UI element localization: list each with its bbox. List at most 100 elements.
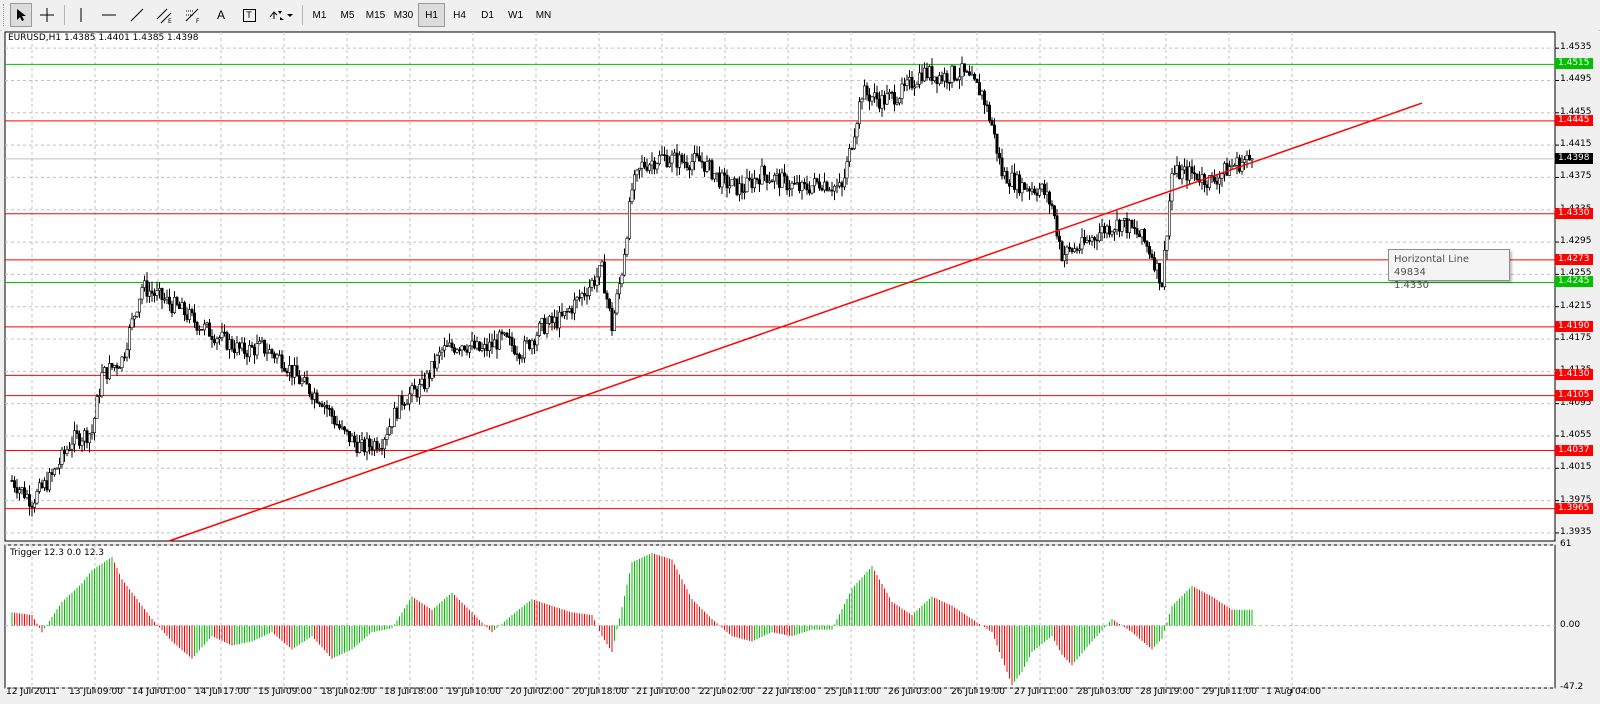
candle [955, 77, 959, 82]
arrows-tool-dropdown[interactable] [266, 3, 296, 27]
candle [537, 321, 541, 337]
time-axis-label: 26 Jul 19:00 [951, 687, 1005, 697]
candle-body [990, 119, 994, 126]
candle-body [737, 183, 741, 195]
candle-body [220, 331, 224, 338]
candle-body [830, 189, 834, 192]
price-scale-label: 1.4255 [1560, 268, 1592, 279]
candle-body [1178, 165, 1182, 180]
candle-body [425, 372, 429, 390]
candle [215, 336, 219, 350]
candle [342, 425, 346, 435]
candle [642, 157, 646, 170]
candle-body [577, 296, 581, 299]
candle [895, 96, 899, 106]
candle [1160, 282, 1164, 288]
candle-body [1073, 248, 1077, 252]
candle-body [755, 178, 759, 181]
candle-body [30, 505, 34, 508]
timeframe-button-m5[interactable]: M5 [340, 9, 355, 21]
candle-body [40, 482, 44, 488]
time-axis-label: 18 Jul 18:00 [384, 687, 438, 697]
candle-body [1243, 159, 1247, 163]
trendline-tool-button[interactable] [126, 3, 148, 27]
candle-body [88, 433, 92, 444]
candle-body [580, 293, 584, 298]
price-scale-label: 1.4055 [1560, 429, 1592, 440]
indicator-scale-label: 0.00 [1560, 619, 1581, 630]
candle-body [832, 185, 836, 192]
candle [812, 172, 816, 193]
candle-body [1048, 191, 1052, 205]
candle-body [972, 73, 976, 80]
candle-body [155, 290, 159, 296]
candle-body [138, 298, 142, 313]
timeframe-button-m30[interactable]: M30 [393, 9, 414, 21]
timeframe-button-h1[interactable]: H1 [418, 3, 445, 27]
crosshair-tool-button[interactable] [36, 3, 58, 27]
candle [390, 426, 394, 434]
horizontal-line-price-tag: 1.4105 [1555, 389, 1593, 401]
candle [282, 362, 286, 373]
cursor-tool-button[interactable] [10, 3, 32, 27]
candle [597, 265, 601, 286]
text-label-tool-button[interactable]: T [238, 3, 260, 27]
candle [357, 435, 361, 454]
candle-body [980, 90, 984, 96]
candle [255, 334, 259, 360]
trendline[interactable] [168, 102, 1423, 542]
text-tool-button[interactable]: A [216, 8, 225, 22]
candle [65, 445, 69, 457]
candle-body [572, 299, 576, 314]
candle-body [292, 365, 296, 378]
candle-body [1070, 248, 1074, 252]
candle-body [627, 201, 631, 239]
candle-body [1090, 237, 1094, 242]
time-axis-label: 1 Aug 04:00 [1266, 687, 1321, 697]
candle-body [880, 95, 884, 109]
candle-body [382, 439, 386, 450]
candle-body [840, 182, 844, 188]
candle-body [495, 339, 499, 350]
candle-body [1248, 155, 1252, 161]
timeframe-button-d1[interactable]: D1 [481, 9, 494, 21]
timeframe-button-m15[interactable]: M15 [365, 9, 386, 21]
candle-body [522, 340, 526, 359]
candle-body [785, 175, 789, 191]
candle [52, 467, 56, 477]
candle [173, 291, 177, 315]
candle-body [590, 279, 594, 288]
candle-body [730, 178, 734, 187]
horizontal-line-price-tag: 1.3965 [1555, 502, 1593, 514]
candle [815, 178, 819, 185]
candle-body [327, 408, 331, 410]
vertical-line-tool-button[interactable] [70, 3, 92, 27]
candle-body [345, 429, 349, 432]
timeframe-button-w1[interactable]: W1 [508, 9, 523, 21]
candle-body [480, 348, 484, 351]
candle-body [385, 434, 389, 440]
candle-body [797, 182, 801, 191]
candle-body [460, 345, 464, 351]
equidistant-channel-tool-button[interactable]: E [154, 3, 176, 27]
candle-body [767, 180, 771, 183]
candle-body [935, 76, 939, 84]
candle-body [895, 102, 899, 105]
candle [218, 335, 222, 345]
horizontal-line-tool-button[interactable] [98, 3, 120, 27]
candle-body [772, 174, 776, 182]
candle-body [390, 426, 394, 428]
candle [762, 164, 766, 181]
horizontal-line-price-tag: 1.4445 [1555, 114, 1593, 126]
candle-body [745, 177, 749, 193]
indicator-chart[interactable] [2, 544, 1598, 689]
candle [802, 178, 806, 190]
fibonacci-tool-button[interactable]: F [182, 3, 204, 27]
timeframe-button-m1[interactable]: M1 [312, 9, 327, 21]
time-axis-label: 18 Jul 02:00 [321, 687, 375, 697]
timeframe-button-h4[interactable]: H4 [453, 9, 466, 21]
toolbar-grip[interactable] [3, 4, 7, 26]
timeframe-button-mn[interactable]: MN [535, 9, 552, 21]
candle [60, 446, 64, 469]
price-chart[interactable] [2, 30, 1598, 542]
